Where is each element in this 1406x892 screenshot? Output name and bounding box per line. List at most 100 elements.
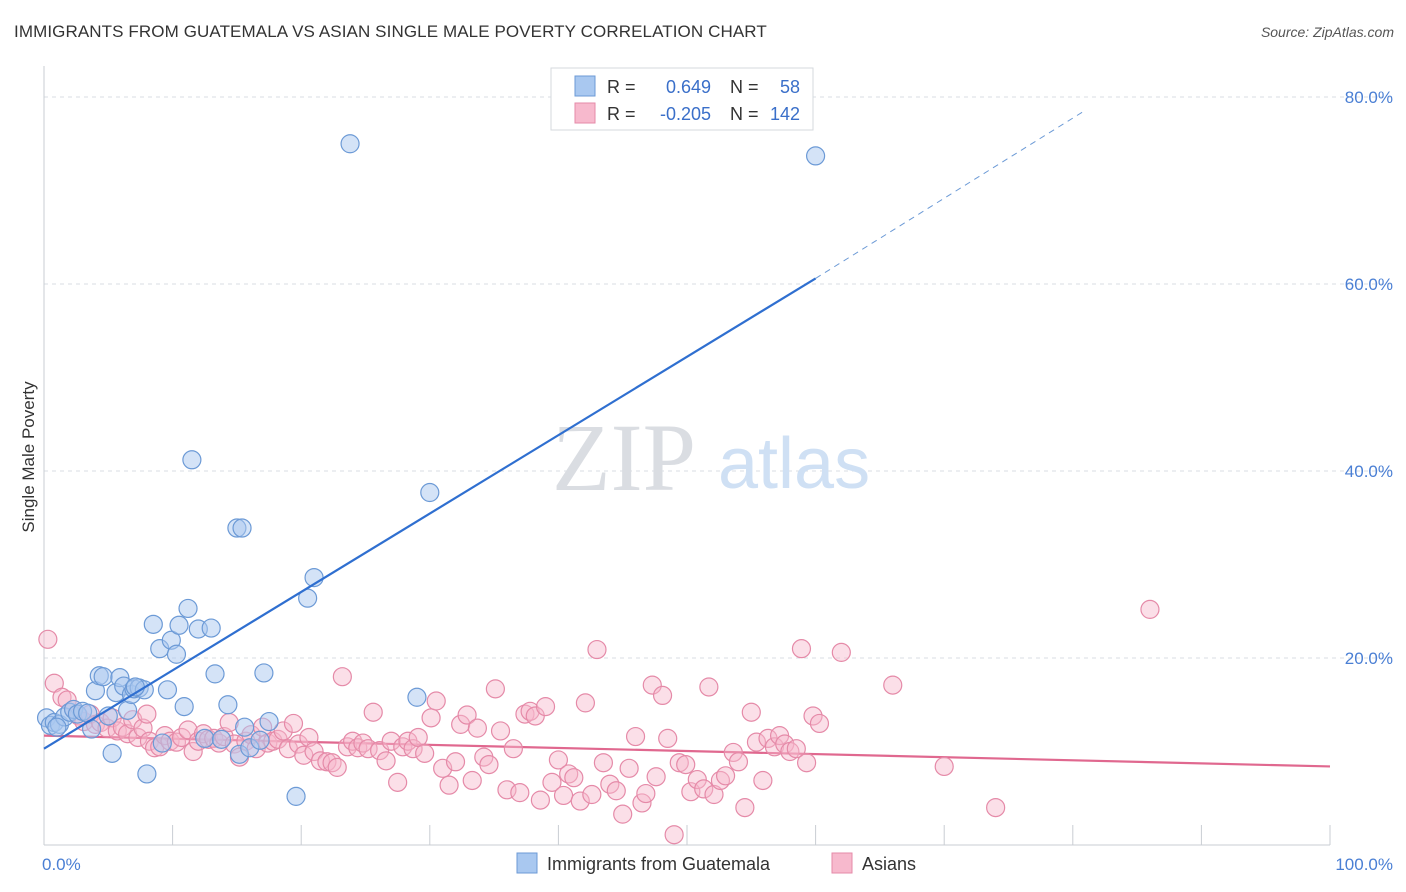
guatemala-point <box>235 717 255 737</box>
asians-point <box>735 797 755 818</box>
asians-point <box>934 756 954 777</box>
asians-point <box>327 757 347 777</box>
asians-point <box>613 804 633 824</box>
asians-point <box>715 766 736 786</box>
asians-point <box>699 677 719 697</box>
guatemala-trend <box>43 277 817 750</box>
asians-point <box>728 752 749 772</box>
asians-point <box>535 697 556 717</box>
asians-point <box>791 639 812 659</box>
asians-point <box>642 675 662 695</box>
x-tick-labels: 0.0% 100.0% <box>42 855 1393 874</box>
asians-point <box>530 790 550 810</box>
asians-point <box>587 639 607 660</box>
x-tick-label: 100.0% <box>1335 855 1393 874</box>
legend-r-label: R = <box>607 104 636 124</box>
asians-point <box>723 742 743 763</box>
series-legend: Immigrants from Guatemala Asians <box>516 852 916 874</box>
asians-point <box>479 754 499 775</box>
asians-point <box>803 706 823 726</box>
legend-label-asians: Asians <box>862 854 916 874</box>
asians-point <box>381 731 401 751</box>
asians-point <box>457 705 477 725</box>
asians-point <box>353 733 373 753</box>
guatemala-point <box>195 728 215 749</box>
guatemala-point <box>47 717 67 737</box>
asians-point <box>669 753 689 773</box>
asians-point <box>625 726 646 747</box>
asians-point <box>439 775 459 795</box>
asians-point <box>582 784 602 805</box>
asians-point <box>593 753 614 773</box>
asians-point <box>388 772 408 792</box>
correlation-legend: R = 0.649 N = 58 R = -0.205 N = 142 <box>550 67 814 131</box>
legend-n-label: N = <box>730 77 759 97</box>
guatemala-point <box>286 786 306 806</box>
guatemala-point <box>259 711 279 732</box>
asians-point <box>548 750 569 770</box>
asians-point <box>542 772 562 792</box>
legend-r-label: R = <box>607 77 636 97</box>
asians-points <box>38 599 1160 845</box>
asians-point <box>183 741 203 762</box>
guatemala-point <box>805 146 826 166</box>
guatemala-point <box>117 700 138 720</box>
asians-point <box>363 702 383 722</box>
y-tick-label: 60.0% <box>1345 275 1393 294</box>
asians-point <box>619 758 639 778</box>
asians-point <box>467 718 487 738</box>
guatemala-point <box>211 729 232 749</box>
legend-label-guatemala: Immigrants from Guatemala <box>547 854 771 874</box>
guatemala-point <box>218 695 238 715</box>
asians-point <box>741 702 761 722</box>
asians-point <box>753 770 773 791</box>
asians-point <box>694 779 714 799</box>
asians-point <box>283 713 304 734</box>
guatemala-point <box>201 618 221 638</box>
legend-swatch-asians <box>574 102 596 124</box>
watermark-zip: ZIP <box>552 404 696 511</box>
asians-point <box>421 708 441 728</box>
asians-point <box>676 754 696 775</box>
legend-swatch-guatemala <box>516 852 538 874</box>
x-tick-label: 0.0% <box>42 855 81 874</box>
asians-point <box>137 704 157 724</box>
asians-point <box>636 783 656 804</box>
guatemala-point <box>169 615 189 635</box>
guatemala-point <box>152 733 172 753</box>
legend-r-value: 0.649 <box>666 77 711 97</box>
source-credit: Source: ZipAtlas.com <box>1260 24 1394 40</box>
asians-point <box>273 721 293 741</box>
asians-point <box>646 767 666 787</box>
guatemala-point <box>143 614 163 634</box>
axes <box>43 66 1331 846</box>
legend-swatch-asians <box>831 852 853 874</box>
chart-title: IMMIGRANTS FROM GUATEMALA VS ASIAN SINGL… <box>14 22 767 41</box>
asians-point <box>564 768 584 788</box>
guatemala-point <box>166 644 187 664</box>
guatemala-point <box>232 518 252 538</box>
asians-point <box>426 691 446 711</box>
asians-point <box>553 785 574 806</box>
asians-point <box>38 629 58 649</box>
asians-point <box>986 797 1006 818</box>
grid-lines <box>44 96 1392 659</box>
asians-point <box>445 752 466 772</box>
asians-point <box>128 727 148 748</box>
asians-point <box>485 679 505 699</box>
y-tick-label: 40.0% <box>1345 462 1393 481</box>
asians-point <box>415 743 435 763</box>
asians-point <box>510 783 530 803</box>
asians-point <box>575 693 596 713</box>
asians-point <box>52 687 72 707</box>
guatemala-point <box>137 764 157 784</box>
asians-point <box>332 667 352 687</box>
asians-point <box>490 721 511 741</box>
guatemala-point <box>254 663 274 683</box>
asians-point <box>462 770 482 791</box>
asians-point <box>289 734 309 754</box>
y-tick-labels: 20.0% 40.0% 60.0% 80.0% <box>1345 88 1393 668</box>
guatemala-point <box>250 730 270 750</box>
asians-point <box>687 769 707 790</box>
legend-r-value: -0.205 <box>660 104 711 124</box>
